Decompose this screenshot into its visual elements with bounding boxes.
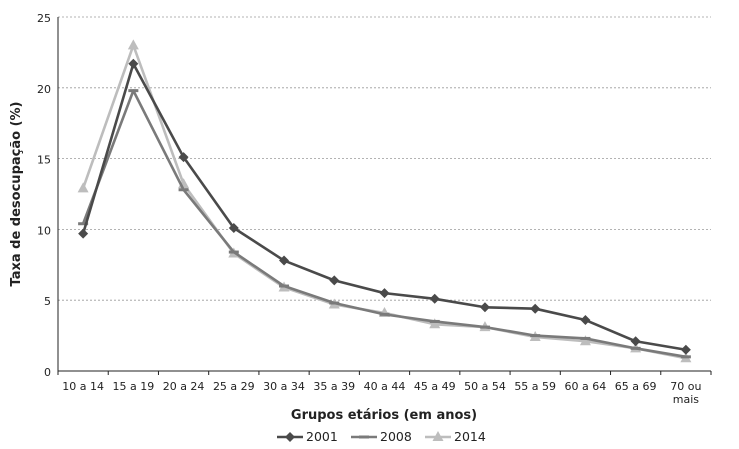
data-point [228, 222, 239, 233]
x-tick-label: 20 a 24 [163, 380, 205, 393]
gridlines [58, 16, 711, 301]
legend-label: 2014 [454, 429, 486, 444]
series-line-2001 [81, 62, 687, 352]
data-point [530, 334, 541, 338]
data-point [580, 336, 591, 340]
y-tick-label: 20 [37, 83, 51, 96]
data-point [128, 89, 139, 93]
data-point [228, 250, 239, 254]
data-point [579, 335, 591, 346]
x-tick-label: 35 a 39 [313, 380, 355, 393]
x-tick-label: 25 a 29 [213, 380, 255, 393]
y-tick-label: 0 [44, 366, 51, 379]
data-point [479, 302, 490, 313]
x-tick-label: 15 a 19 [112, 380, 154, 393]
x-axis-title: Grupos etários (em anos) [291, 408, 477, 423]
data-point [630, 346, 641, 350]
data-point [178, 152, 189, 163]
series-2001 [78, 58, 691, 355]
data-point [329, 301, 340, 305]
data-point [580, 315, 591, 326]
data-point [379, 288, 390, 299]
series-lines [77, 39, 692, 363]
legend-item-2001: 2001 [277, 429, 338, 444]
data-point [379, 312, 390, 316]
axes [57, 17, 712, 375]
data-point [680, 344, 691, 355]
data-point [680, 355, 691, 359]
x-tick-label: 50 a 54 [464, 380, 506, 393]
data-point [359, 435, 369, 439]
x-tick-label: 40 a 44 [364, 380, 406, 393]
data-point [329, 275, 340, 286]
data-point [429, 318, 441, 329]
x-tick-label: 10 a 14 [62, 380, 104, 393]
data-point [630, 336, 641, 347]
data-point [128, 58, 139, 69]
x-tick-label: 65 a 69 [615, 380, 657, 393]
x-tick-label: 30 a 34 [263, 380, 305, 393]
data-point [479, 325, 490, 329]
data-point [78, 222, 89, 226]
y-tick-label: 15 [37, 154, 51, 167]
data-point [432, 431, 444, 441]
legend-item-2008: 2008 [351, 429, 412, 444]
y-tick-label: 25 [37, 12, 51, 25]
y-tick-label: 10 [37, 224, 51, 237]
data-point [127, 39, 139, 50]
legend-label: 2008 [380, 429, 412, 444]
y-tick-labels: 0 5 10 15 20 25 [37, 12, 51, 379]
data-point [530, 303, 541, 314]
x-tick-label: 45 a 49 [414, 380, 456, 393]
data-point [78, 228, 89, 239]
legend-label: 2001 [306, 429, 338, 444]
data-point [178, 188, 189, 192]
x-tick-label: 60 a 64 [565, 380, 607, 393]
y-axis-title: Taxa de desocupação (%) [9, 102, 24, 287]
data-point [279, 284, 290, 288]
data-point [429, 319, 440, 323]
x-tick-label: 55 a 59 [514, 380, 556, 393]
series-2008 [78, 89, 691, 359]
data-point [279, 255, 290, 266]
x-tick-label: 70 ou mais [670, 380, 701, 406]
y-tick-label: 5 [44, 295, 51, 308]
data-point [429, 293, 440, 304]
legend-item-2014: 2014 [425, 429, 486, 444]
x-tick-labels: 10 a 14 15 a 19 20 a 24 25 a 29 30 a 34 35 a … [62, 380, 701, 406]
data-point [77, 182, 89, 193]
legend: 2001 2008 2014 [277, 429, 486, 444]
data-point [285, 432, 295, 442]
